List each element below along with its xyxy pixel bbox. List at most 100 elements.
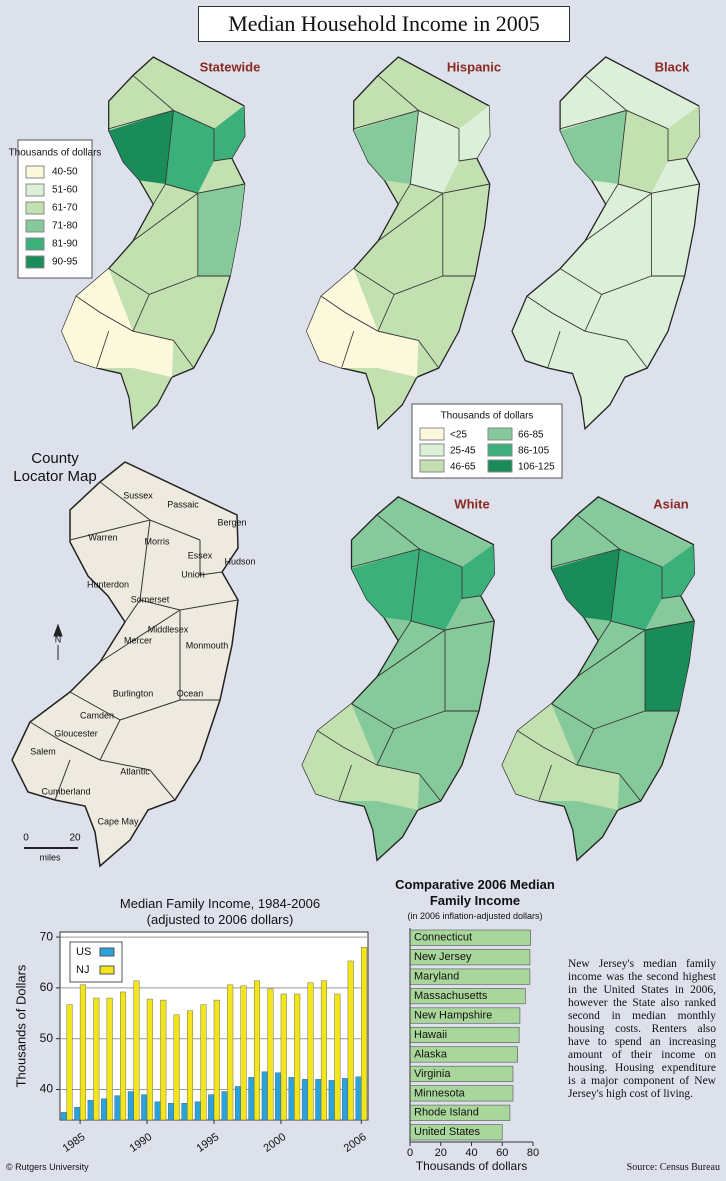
- map-title: Black: [655, 59, 690, 74]
- legend-label: 25-45: [450, 446, 476, 457]
- county-label: Salem: [30, 746, 56, 756]
- bar: [74, 1107, 81, 1121]
- bar: [227, 984, 234, 1121]
- legend-label: 81-90: [52, 239, 78, 250]
- county-label: Hunterdon: [87, 579, 129, 589]
- bar: [253, 980, 260, 1121]
- map-title: White: [454, 496, 489, 511]
- legend-title: Thousands of dollars: [441, 411, 534, 422]
- chart-subtitle: (in 2006 inflation-adjusted dollars): [407, 911, 543, 921]
- north-arrow: [53, 623, 63, 660]
- bar: [114, 1095, 121, 1121]
- bar: [79, 984, 86, 1121]
- county-label: Bergen: [217, 517, 246, 527]
- x-tick-label: 2006: [342, 1131, 369, 1155]
- bar: [221, 1091, 228, 1121]
- source: Source: Census Bureau: [626, 1162, 720, 1173]
- map-title: Hispanic: [447, 59, 501, 74]
- county-label: Camden: [80, 710, 114, 720]
- chart-title-text: Median Family Income, 1984-2006: [119, 896, 321, 911]
- bar-label: Massachusetts: [414, 990, 488, 1002]
- legend-swatch: [25, 201, 45, 215]
- legend-label: <25: [450, 430, 467, 441]
- note: New Jersey's median family income was th…: [568, 958, 716, 1100]
- scale-label: 0: [23, 833, 29, 844]
- bar: [288, 1077, 295, 1121]
- bar: [141, 1094, 148, 1121]
- map-locator: [11, 461, 239, 867]
- county-label: Hudson: [224, 556, 255, 566]
- bar: [213, 999, 220, 1121]
- bar-label: United States: [414, 1126, 481, 1138]
- y-tick-label: 60: [40, 980, 54, 994]
- bar-label: Maryland: [414, 971, 459, 983]
- county-label: Somerset: [131, 594, 170, 604]
- y-tick-label: 70: [40, 929, 54, 943]
- y-axis-label: Thousands of Dollars: [13, 964, 28, 1087]
- bar: [93, 997, 100, 1121]
- bar: [87, 1099, 94, 1121]
- bar: [315, 1079, 322, 1121]
- scale-unit: miles: [39, 852, 61, 862]
- legend-label: 106-125: [518, 462, 555, 473]
- y-tick-label: 50: [40, 1031, 54, 1045]
- legend-label: 61-70: [52, 203, 78, 214]
- bar: [168, 1103, 175, 1121]
- legend-label: 71-80: [52, 221, 78, 232]
- bar: [60, 1112, 67, 1121]
- map-hispanic: [306, 56, 491, 430]
- bar: [127, 1091, 134, 1121]
- county-label: Cumberland: [41, 786, 90, 796]
- bar-label: New Hampshire: [414, 1009, 492, 1021]
- legend-swatch: [419, 427, 445, 441]
- county-label: Atlantic: [120, 766, 150, 776]
- legend-label: 46-65: [450, 462, 476, 473]
- legend-swatch: [419, 443, 445, 457]
- bar: [181, 1103, 188, 1121]
- chart-title: Comparative 2006 Median Family Income: [395, 877, 555, 908]
- bar-label: Alaska: [414, 1048, 448, 1060]
- scale-label: 20: [69, 833, 81, 844]
- legend-swatch: [419, 459, 445, 473]
- county-label: Passaic: [167, 499, 199, 509]
- bar-label: New Jersey: [414, 951, 472, 963]
- bar: [355, 1076, 362, 1121]
- map-title: Statewide: [200, 59, 261, 74]
- x-tick-label: 1985: [61, 1131, 88, 1155]
- county-label: Cape May: [97, 816, 139, 826]
- legend-swatch: [99, 965, 115, 975]
- x-tick-label: 2000: [261, 1131, 288, 1155]
- county-label: Gloucester: [54, 728, 98, 738]
- bar: [320, 980, 327, 1121]
- legend-label: 40-50: [52, 167, 78, 178]
- bar-label: Hawaii: [414, 1029, 447, 1041]
- chart-title: Median Family Income, 1984-2006 (adjusted…: [80, 896, 360, 928]
- bar: [261, 1071, 268, 1121]
- legend-swatch: [487, 427, 513, 441]
- x-tick-label: 20: [435, 1147, 447, 1159]
- bar: [301, 1079, 308, 1121]
- bar-label: Rhode Island: [414, 1107, 479, 1119]
- legend-swatch: [25, 183, 45, 197]
- chart-subtitle: (adjusted to 2006 dollars): [146, 912, 294, 927]
- legend-swatch: [99, 947, 115, 957]
- county-label: Ocean: [177, 688, 204, 698]
- map-asian: [501, 496, 695, 862]
- bar-label: Minnesota: [414, 1087, 466, 1099]
- legend-label: 66-85: [518, 430, 544, 441]
- map-black: [511, 56, 701, 430]
- county-label: Sussex: [123, 490, 153, 500]
- bar: [294, 993, 301, 1121]
- bar: [267, 988, 274, 1121]
- bar: [194, 1101, 201, 1121]
- x-tick-label: 60: [496, 1147, 508, 1159]
- legend-label: 90-95: [52, 257, 78, 268]
- bar: [347, 960, 354, 1121]
- bar: [280, 993, 287, 1121]
- legend-swatch: [25, 255, 45, 269]
- north-label: N: [55, 634, 62, 644]
- bar: [200, 1004, 207, 1121]
- bar: [106, 997, 113, 1121]
